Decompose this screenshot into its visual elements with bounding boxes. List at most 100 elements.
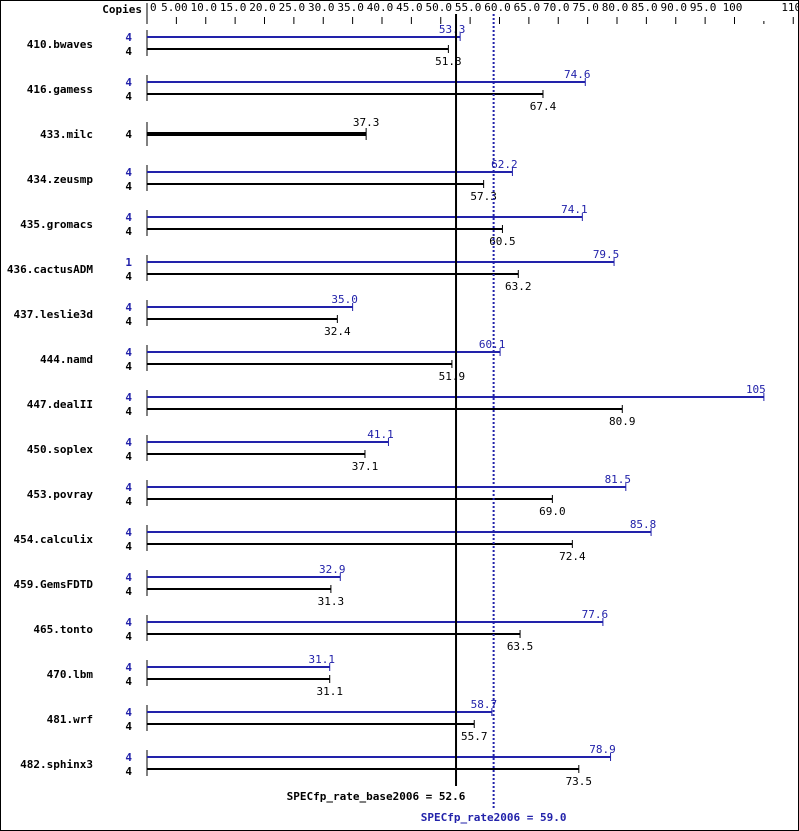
- copies-peak: 1: [125, 256, 132, 269]
- copies-peak: 4: [125, 166, 132, 179]
- value-label-peak: 60.1: [479, 338, 506, 351]
- copies-base: 4: [125, 540, 132, 553]
- copies-peak: 4: [125, 76, 132, 89]
- value-label-base: 73.5: [566, 775, 593, 788]
- value-label-peak: 74.1: [561, 203, 588, 216]
- tick-label: 35.0: [337, 1, 364, 14]
- copies-peak: 4: [125, 31, 132, 44]
- value-label-peak: 62.2: [491, 158, 518, 171]
- benchmark-label: 416.gamess: [27, 83, 93, 96]
- copies-peak: 4: [125, 571, 132, 584]
- value-label-base: 72.4: [559, 550, 586, 563]
- benchmark-label: 447.dealII: [27, 398, 93, 411]
- value-label-base: 67.4: [530, 100, 557, 113]
- copies-base: 4: [125, 450, 132, 463]
- benchmark-label: 481.wrf: [47, 713, 93, 726]
- copies-base: 4: [125, 720, 132, 733]
- value-label-peak: 81.5: [605, 473, 632, 486]
- copies-base: 4: [125, 128, 132, 141]
- tick-label: 10.0: [191, 1, 218, 14]
- reference-label-base: SPECfp_rate_base2006 = 52.6: [287, 790, 466, 803]
- value-label-peak: 32.9: [319, 563, 346, 576]
- tick-label: 45.0: [396, 1, 423, 14]
- benchmark-label: 482.sphinx3: [20, 758, 93, 771]
- tick-label: 15.0: [220, 1, 247, 14]
- value-label-base: 69.0: [539, 505, 566, 518]
- value-label-peak: 58.7: [471, 698, 498, 711]
- tick-label: 95.0: [690, 1, 717, 14]
- tick-label: 55.0: [455, 1, 482, 14]
- copies-base: 4: [125, 585, 132, 598]
- copies-peak: 4: [125, 346, 132, 359]
- value-label-base: 37.3: [353, 116, 380, 129]
- benchmark-label: 435.gromacs: [20, 218, 93, 231]
- copies-base: 4: [125, 495, 132, 508]
- benchmark-label: 410.bwaves: [27, 38, 93, 51]
- value-label-peak: 105: [746, 383, 766, 396]
- tick-label: 65.0: [514, 1, 541, 14]
- value-label-peak: 74.6: [564, 68, 591, 81]
- value-label-base: 57.3: [470, 190, 497, 203]
- benchmark-label: 453.povray: [27, 488, 94, 501]
- value-label-base: 60.5: [489, 235, 516, 248]
- copies-peak: 4: [125, 526, 132, 539]
- tick-label: 70.0: [543, 1, 570, 14]
- benchmark-label: 437.leslie3d: [14, 308, 93, 321]
- copies-base: 4: [125, 90, 132, 103]
- benchmark-label: 436.cactusADM: [7, 263, 93, 276]
- copies-base: 4: [125, 180, 132, 193]
- tick-label: 110: [781, 1, 799, 14]
- copies-header: Copies: [102, 3, 142, 16]
- benchmark-label: 450.soplex: [27, 443, 94, 456]
- value-label-base: 51.9: [439, 370, 466, 383]
- value-label-base: 63.2: [505, 280, 532, 293]
- tick-label: 0: [150, 1, 157, 14]
- value-label-peak: 78.9: [589, 743, 616, 756]
- tick-label: 85.0: [631, 1, 658, 14]
- value-label-peak: 53.3: [439, 23, 466, 36]
- value-label-peak: 41.1: [367, 428, 394, 441]
- copies-peak: 4: [125, 481, 132, 494]
- value-label-peak: 35.0: [331, 293, 358, 306]
- copies-peak: 4: [125, 706, 132, 719]
- tick-label: 75.0: [572, 1, 599, 14]
- copies-peak: 4: [125, 211, 132, 224]
- tick-label: 50.0: [426, 1, 453, 14]
- value-label-base: 63.5: [507, 640, 534, 653]
- tick-label: 5.00: [161, 1, 188, 14]
- copies-base: 4: [125, 315, 132, 328]
- copies-base: 4: [125, 270, 132, 283]
- copies-base: 4: [125, 765, 132, 778]
- benchmark-label: 459.GemsFDTD: [14, 578, 94, 591]
- copies-base: 4: [125, 360, 132, 373]
- value-label-peak: 77.6: [582, 608, 609, 621]
- value-label-peak: 31.1: [308, 653, 335, 666]
- copies-base: 4: [125, 225, 132, 238]
- benchmark-label: 444.namd: [40, 353, 93, 366]
- copies-base: 4: [125, 45, 132, 58]
- tick-label: 20.0: [249, 1, 276, 14]
- copies-peak: 4: [125, 436, 132, 449]
- copies-peak: 4: [125, 301, 132, 314]
- copies-base: 4: [125, 630, 132, 643]
- value-label-base: 31.1: [316, 685, 343, 698]
- tick-label: 60.0: [484, 1, 511, 14]
- value-label-base: 80.9: [609, 415, 636, 428]
- copies-peak: 4: [125, 751, 132, 764]
- copies-peak: 4: [125, 616, 132, 629]
- tick-label: 30.0: [308, 1, 335, 14]
- value-label-peak: 85.8: [630, 518, 657, 531]
- copies-peak: 4: [125, 391, 132, 404]
- value-label-base: 31.3: [318, 595, 345, 608]
- copies-peak: 4: [125, 661, 132, 674]
- benchmark-label: 465.tonto: [33, 623, 93, 636]
- tick-label: 40.0: [367, 1, 394, 14]
- value-label-base: 51.3: [435, 55, 462, 68]
- value-label-base: 37.1: [352, 460, 379, 473]
- benchmark-label: 454.calculix: [14, 533, 94, 546]
- benchmark-label: 434.zeusmp: [27, 173, 94, 186]
- benchmark-label: 433.milc: [40, 128, 93, 141]
